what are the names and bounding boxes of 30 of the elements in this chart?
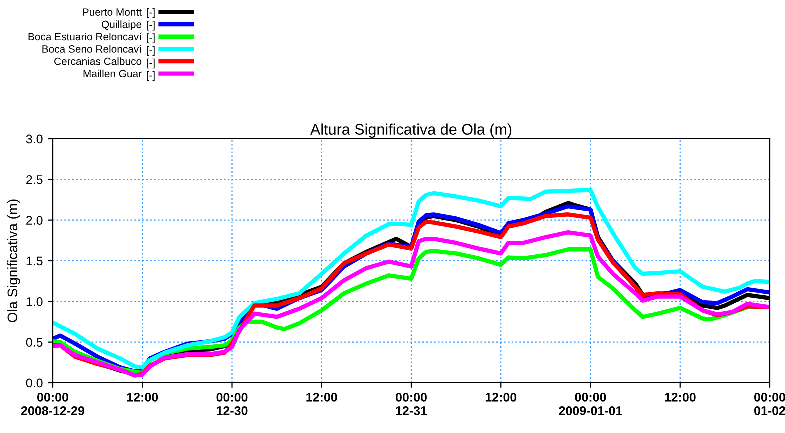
x-tick-label: 00:00 12-30 (216, 393, 248, 416)
text: [-] (147, 58, 155, 69)
x-tick-label: 00:00 2009-01-01 (559, 393, 622, 416)
text: [-] (147, 72, 155, 82)
chart-title: Altura Significativa de Ola (m) (310, 124, 512, 138)
x-tick-label: 00:00 12-31 (396, 393, 428, 416)
x-tick-label: 00:00 01-02 (754, 393, 785, 416)
x-tick-label: 12:00 (665, 393, 696, 402)
y-axis-title: Ola Significativa (m) (7, 200, 20, 322)
y-tick-label: 1.0 (26, 297, 43, 306)
text: [-] (147, 34, 155, 44)
x-tick-label: 00:00 2008-12-29 (21, 393, 85, 416)
y-tick-label: 2.5 (26, 175, 43, 184)
text: [-] (147, 8, 155, 18)
legend-label: Quillaipe (102, 20, 142, 30)
y-tick-label: 0.5 (26, 338, 43, 347)
legend-label: Puerto Montt (83, 8, 142, 16)
y-tick-label: 0.0 (26, 378, 43, 388)
x-tick-label: 12:00 (306, 393, 338, 402)
legend-label: Cercanias Calbuco (54, 58, 142, 66)
x-tick-label: 12:00 (127, 393, 158, 402)
y-tick-label: 3.0 (26, 134, 43, 144)
text: [-] (147, 46, 155, 56)
y-tick-label: 1.5 (26, 256, 43, 266)
x-tick-label: 12:00 (486, 393, 517, 402)
legend-label: Maillen Guar (84, 70, 142, 78)
legend-label: Boca Estuario Reloncaví (28, 32, 142, 41)
legend-label: Boca Seno Reloncaví (42, 45, 142, 53)
y-tick-label: 2.0 (26, 216, 43, 225)
text: [-] (147, 21, 155, 31)
